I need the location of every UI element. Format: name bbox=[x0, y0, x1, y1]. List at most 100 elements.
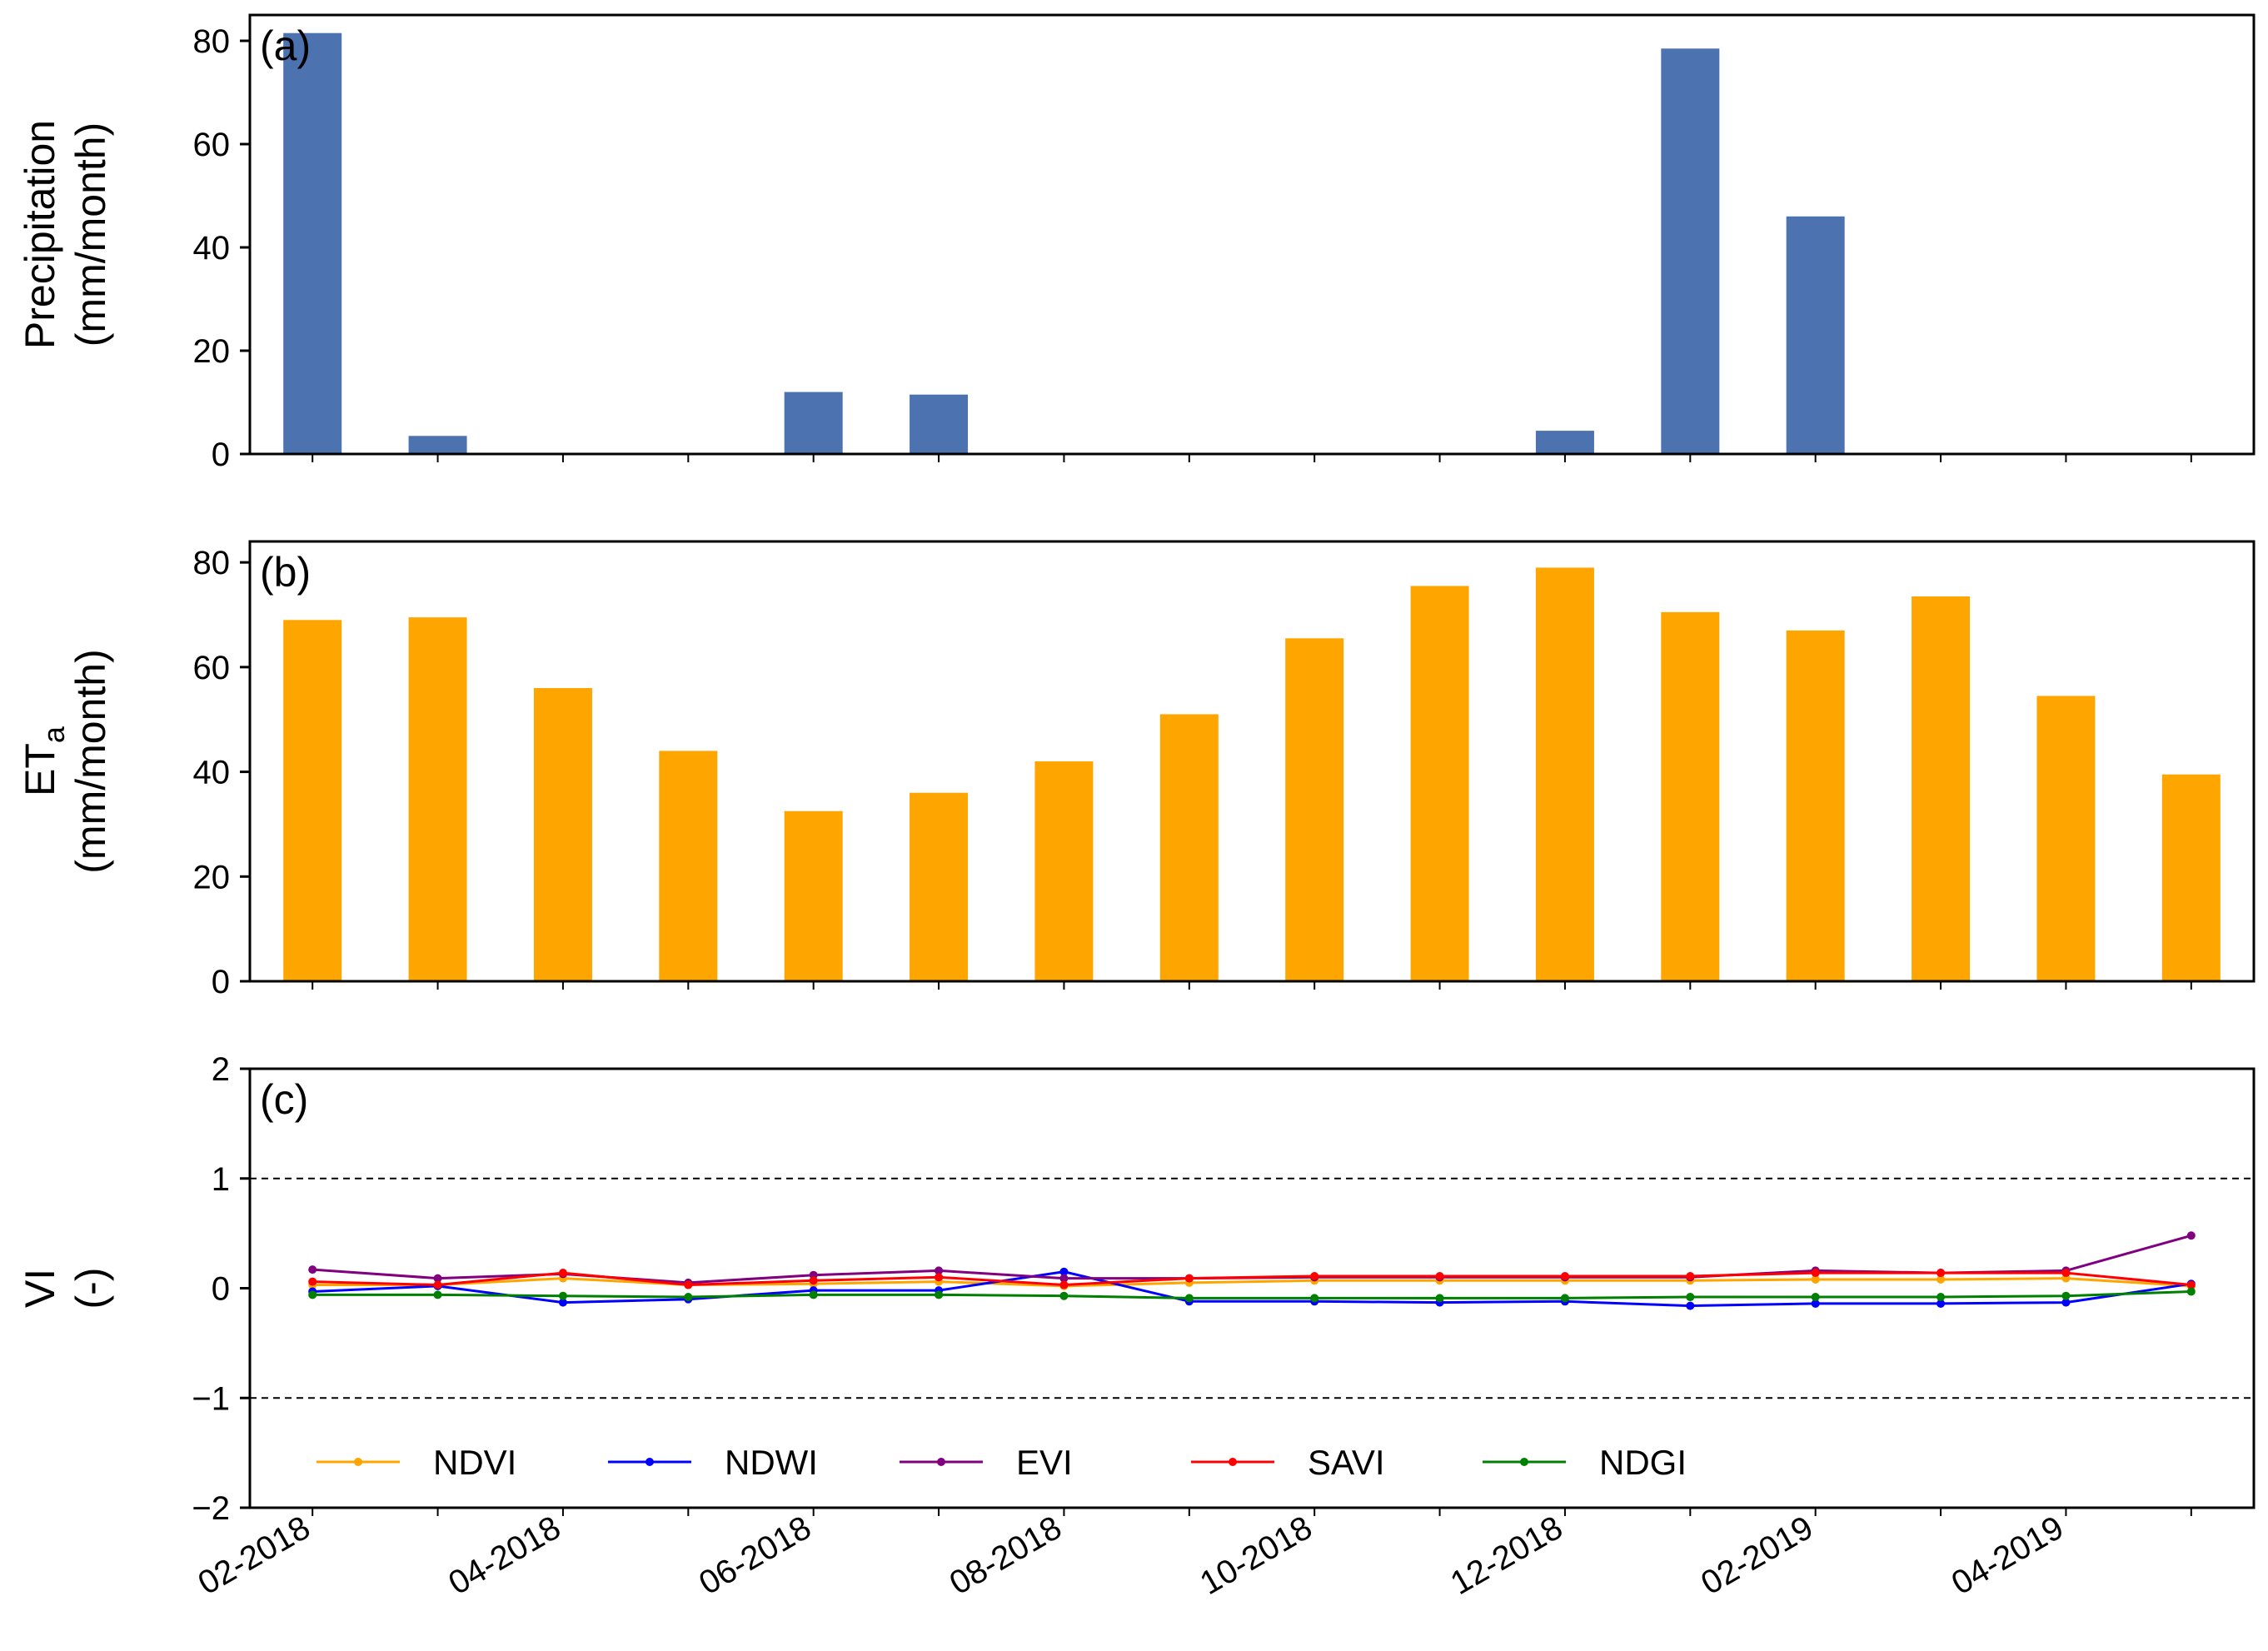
point-ndgi bbox=[1937, 1293, 1946, 1302]
y-tick-label: 0 bbox=[212, 436, 230, 473]
point-savi bbox=[1937, 1269, 1946, 1278]
point-ndgi bbox=[684, 1293, 693, 1302]
point-savi bbox=[1184, 1274, 1194, 1283]
point-ndgi bbox=[1435, 1294, 1444, 1303]
bar-01-2019 bbox=[1661, 611, 1720, 981]
point-evi bbox=[935, 1266, 944, 1275]
y-axis-label-line1: ETa bbox=[17, 726, 71, 796]
point-ndgi bbox=[1059, 1291, 1069, 1300]
y-tick-label: −2 bbox=[192, 1490, 230, 1527]
point-ndgi bbox=[1686, 1293, 1695, 1302]
bar-06-2018 bbox=[784, 392, 843, 454]
plot-frame bbox=[248, 13, 2256, 456]
y-tick-label: 20 bbox=[193, 333, 231, 370]
bar-08-2018 bbox=[1034, 761, 1094, 981]
legend-marker-savi bbox=[1229, 1458, 1237, 1466]
eta-panel: 0 20 40 60 80 (b) ETa(mm/month) bbox=[17, 540, 2256, 1000]
point-ndwi bbox=[1937, 1299, 1946, 1308]
y-axis-label: VI (-) bbox=[17, 1268, 114, 1309]
point-savi bbox=[935, 1273, 944, 1282]
point-evi bbox=[433, 1274, 442, 1283]
bar-04-2019 bbox=[2036, 696, 2096, 981]
point-savi bbox=[684, 1280, 693, 1289]
bar-05-2019 bbox=[2161, 774, 2221, 981]
y-axis-label-line2: (-) bbox=[67, 1268, 114, 1309]
point-savi bbox=[809, 1276, 818, 1285]
bar-03-2018 bbox=[408, 436, 467, 454]
point-savi bbox=[2061, 1269, 2071, 1278]
y-tick-label: 1 bbox=[212, 1161, 230, 1198]
y-tick-label: 80 bbox=[193, 23, 231, 60]
point-savi bbox=[1310, 1272, 1319, 1281]
bar-09-2018 bbox=[1159, 714, 1219, 981]
bar-06-2018 bbox=[784, 811, 843, 981]
legend-marker-ndwi bbox=[646, 1458, 654, 1466]
bar-11-2018 bbox=[1410, 586, 1469, 981]
plot-frame bbox=[248, 1067, 2256, 1509]
legend: NDVI NDWI EVI SAVI NDGI bbox=[317, 1443, 1687, 1482]
bar-05-2018 bbox=[659, 751, 718, 981]
y-axis-label-main: ET bbox=[17, 743, 63, 796]
point-ndgi bbox=[1811, 1293, 1820, 1302]
point-savi bbox=[433, 1280, 442, 1289]
point-ndwi bbox=[1811, 1299, 1820, 1308]
y-axis-label-line1: VI bbox=[17, 1269, 63, 1308]
y-tick-label: 2 bbox=[212, 1051, 230, 1088]
legend-label-ndwi: NDWI bbox=[725, 1443, 818, 1482]
bar-01-2019 bbox=[1661, 48, 1720, 455]
point-evi bbox=[308, 1265, 317, 1274]
bar-12-2018 bbox=[1535, 567, 1594, 981]
y-tick-label: 20 bbox=[193, 859, 231, 895]
y-tick-label: 40 bbox=[193, 230, 231, 267]
point-savi bbox=[1811, 1269, 1820, 1278]
y-axis-label-subscript: a bbox=[37, 726, 71, 743]
y-axis-label-line1: Precipitation bbox=[17, 120, 63, 349]
point-savi bbox=[558, 1269, 567, 1278]
x-tick-label: 12-2018 bbox=[1444, 1509, 1568, 1603]
point-ndwi bbox=[1686, 1301, 1695, 1310]
x-tick-label: 08-2018 bbox=[944, 1509, 1068, 1603]
point-savi bbox=[1560, 1272, 1569, 1281]
series-line-savi bbox=[312, 1271, 2191, 1287]
vegetation-index-panel: −2 −1 0 1 2 NDVI NDWI EVI SAVI NDGI (c) VI (-) bbox=[17, 1051, 2256, 1527]
point-evi bbox=[1059, 1274, 1069, 1283]
point-ndvi bbox=[1937, 1274, 1946, 1284]
bar-02-2018 bbox=[283, 32, 342, 454]
x-tick-label: 10-2018 bbox=[1194, 1509, 1318, 1603]
legend-label-savi: SAVI bbox=[1308, 1443, 1385, 1482]
panel-label: (a) bbox=[260, 22, 311, 69]
panel-label: (b) bbox=[260, 549, 311, 596]
point-ndgi bbox=[558, 1291, 567, 1300]
bar-02-2019 bbox=[1786, 216, 1845, 454]
x-tick-label: 04-2018 bbox=[442, 1509, 566, 1603]
bar-02-2018 bbox=[283, 620, 342, 981]
series-line-ndvi bbox=[312, 1277, 2191, 1288]
legend-label-ndgi: NDGI bbox=[1599, 1443, 1687, 1482]
bar-02-2019 bbox=[1786, 630, 1845, 981]
point-ndgi bbox=[308, 1290, 317, 1299]
point-ndgi bbox=[433, 1290, 442, 1299]
point-ndwi bbox=[2061, 1298, 2071, 1307]
series-line-ndwi bbox=[312, 1270, 2192, 1308]
point-ndvi bbox=[1811, 1274, 1820, 1284]
point-ndwi bbox=[1059, 1267, 1069, 1276]
point-ndgi bbox=[2186, 1287, 2196, 1296]
point-savi bbox=[308, 1277, 317, 1286]
x-tick-label: 02-2019 bbox=[1695, 1509, 1819, 1603]
y-tick-label: 80 bbox=[193, 545, 231, 581]
y-tick-label: 0 bbox=[212, 1271, 230, 1308]
point-ndgi bbox=[2061, 1291, 2071, 1300]
y-axis-label-line2: (mm/month) bbox=[67, 122, 114, 347]
bar-03-2019 bbox=[1912, 596, 1971, 981]
bar-07-2018 bbox=[910, 792, 969, 981]
y-axis-label: ETa(mm/month) bbox=[17, 649, 114, 873]
point-ndgi bbox=[1310, 1294, 1319, 1303]
bar-04-2018 bbox=[533, 688, 592, 981]
y-tick-label: 0 bbox=[212, 964, 230, 1000]
panel-label: (c) bbox=[260, 1076, 308, 1123]
point-ndgi bbox=[1560, 1294, 1569, 1303]
x-axis-tick-labels: 02-2018 04-2018 06-2018 08-2018 10-2018 12-20… bbox=[192, 454, 2192, 1603]
y-tick-label: −1 bbox=[192, 1380, 230, 1417]
point-savi bbox=[2186, 1280, 2196, 1289]
